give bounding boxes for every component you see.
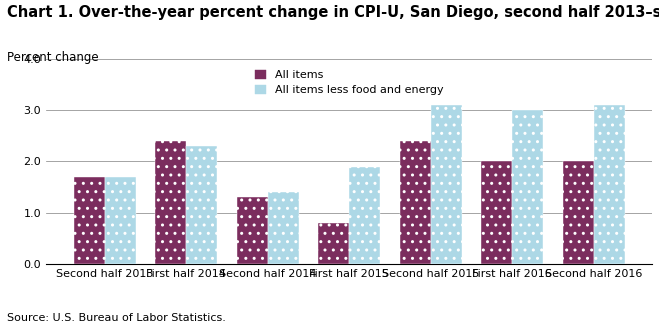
Text: Chart 1. Over-the-year percent change in CPI-U, San Diego, second half 2013–seco: Chart 1. Over-the-year percent change in…: [7, 5, 659, 20]
Bar: [237, 197, 268, 264]
Bar: [186, 146, 217, 264]
Bar: [481, 161, 512, 264]
Text: Source: U.S. Bureau of Labor Statistics.: Source: U.S. Bureau of Labor Statistics.: [7, 313, 225, 323]
Bar: [594, 105, 625, 264]
Legend: All items, All items less food and energy: All items, All items less food and energ…: [252, 66, 447, 98]
Bar: [268, 192, 299, 264]
Bar: [156, 141, 186, 264]
Bar: [318, 223, 349, 264]
Bar: [74, 177, 105, 264]
Bar: [349, 167, 380, 264]
Bar: [512, 110, 543, 264]
Text: Percent change: Percent change: [7, 51, 98, 64]
Bar: [105, 177, 136, 264]
Bar: [400, 141, 431, 264]
Bar: [431, 105, 462, 264]
Bar: [563, 161, 594, 264]
